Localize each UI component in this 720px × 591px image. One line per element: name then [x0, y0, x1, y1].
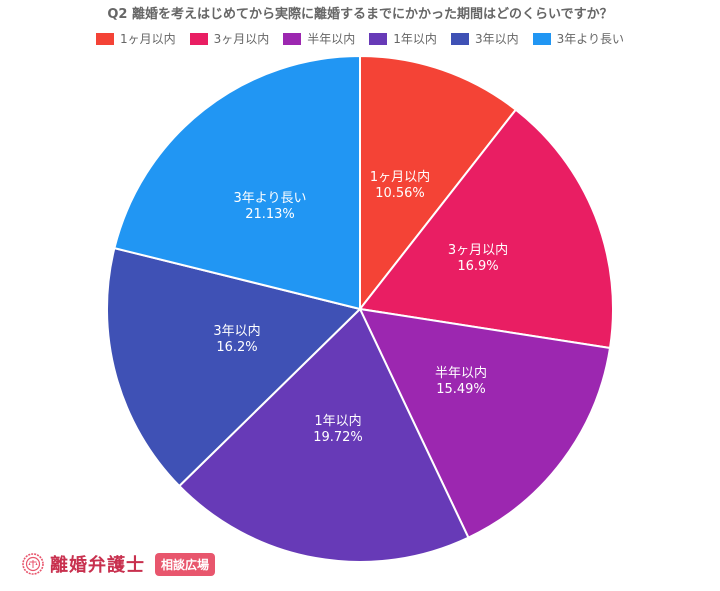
- legend-swatch: [96, 32, 114, 45]
- slice-label-1year: 1年以内 19.72%: [313, 414, 363, 445]
- slice-label-3years: 3年以内 16.2%: [213, 324, 261, 355]
- logo-text: 離婚弁護士: [50, 555, 145, 576]
- chart-title: Q2 離婚を考えはじめてから実際に離婚するまでにかかった期間はどのくらいですか？: [107, 7, 613, 22]
- legend: 1ヶ月以内 3ヶ月以内 半年以内 1年以内 3年以内 3年より長い: [0, 30, 720, 47]
- slice-3months[interactable]: [359, 108, 615, 349]
- legend-item-3years[interactable]: 3年以内: [450, 30, 519, 47]
- legend-label: 3年以内: [474, 32, 519, 46]
- legend-item-over-3years[interactable]: 3年より長い: [532, 30, 624, 47]
- slice-label-1month: 1ヶ月以内 10.56%: [369, 170, 431, 201]
- slice-label-over-3years: 3年より長い 21.13%: [233, 191, 307, 222]
- legend-item-half-year[interactable]: 半年以内: [283, 30, 355, 47]
- legend-label: 3ヶ月以内: [213, 32, 270, 46]
- legend-swatch: [532, 32, 551, 45]
- legend-item-1year[interactable]: 1年以内: [369, 30, 437, 47]
- legend-item-3months[interactable]: 3ヶ月以内: [189, 30, 270, 47]
- legend-swatch: [369, 32, 388, 45]
- legend-label: 1年以内: [393, 32, 437, 46]
- brand-logo: 離婚弁護士 相談広場: [22, 551, 216, 577]
- slice-3years[interactable]: [106, 247, 361, 487]
- legend-item-1month[interactable]: 1ヶ月以内: [96, 30, 176, 47]
- legend-swatch: [450, 32, 469, 45]
- scales-emblem-icon: [22, 553, 44, 575]
- logo-badge: 相談広場: [155, 552, 216, 576]
- legend-swatch: [189, 32, 208, 45]
- legend-label: 1ヶ月以内: [120, 32, 176, 46]
- slice-label-3months: 3ヶ月以内 16.9%: [447, 243, 509, 274]
- legend-label: 3年より長い: [556, 32, 624, 46]
- legend-swatch: [283, 32, 302, 45]
- legend-label: 半年以内: [307, 32, 356, 46]
- slice-1year[interactable]: [178, 308, 470, 563]
- slice-over-3years[interactable]: [113, 55, 361, 310]
- slice-1month[interactable]: [359, 55, 517, 310]
- slice-label-half-year: 半年以内 15.49%: [434, 366, 488, 397]
- slice-half-year[interactable]: [359, 308, 611, 539]
